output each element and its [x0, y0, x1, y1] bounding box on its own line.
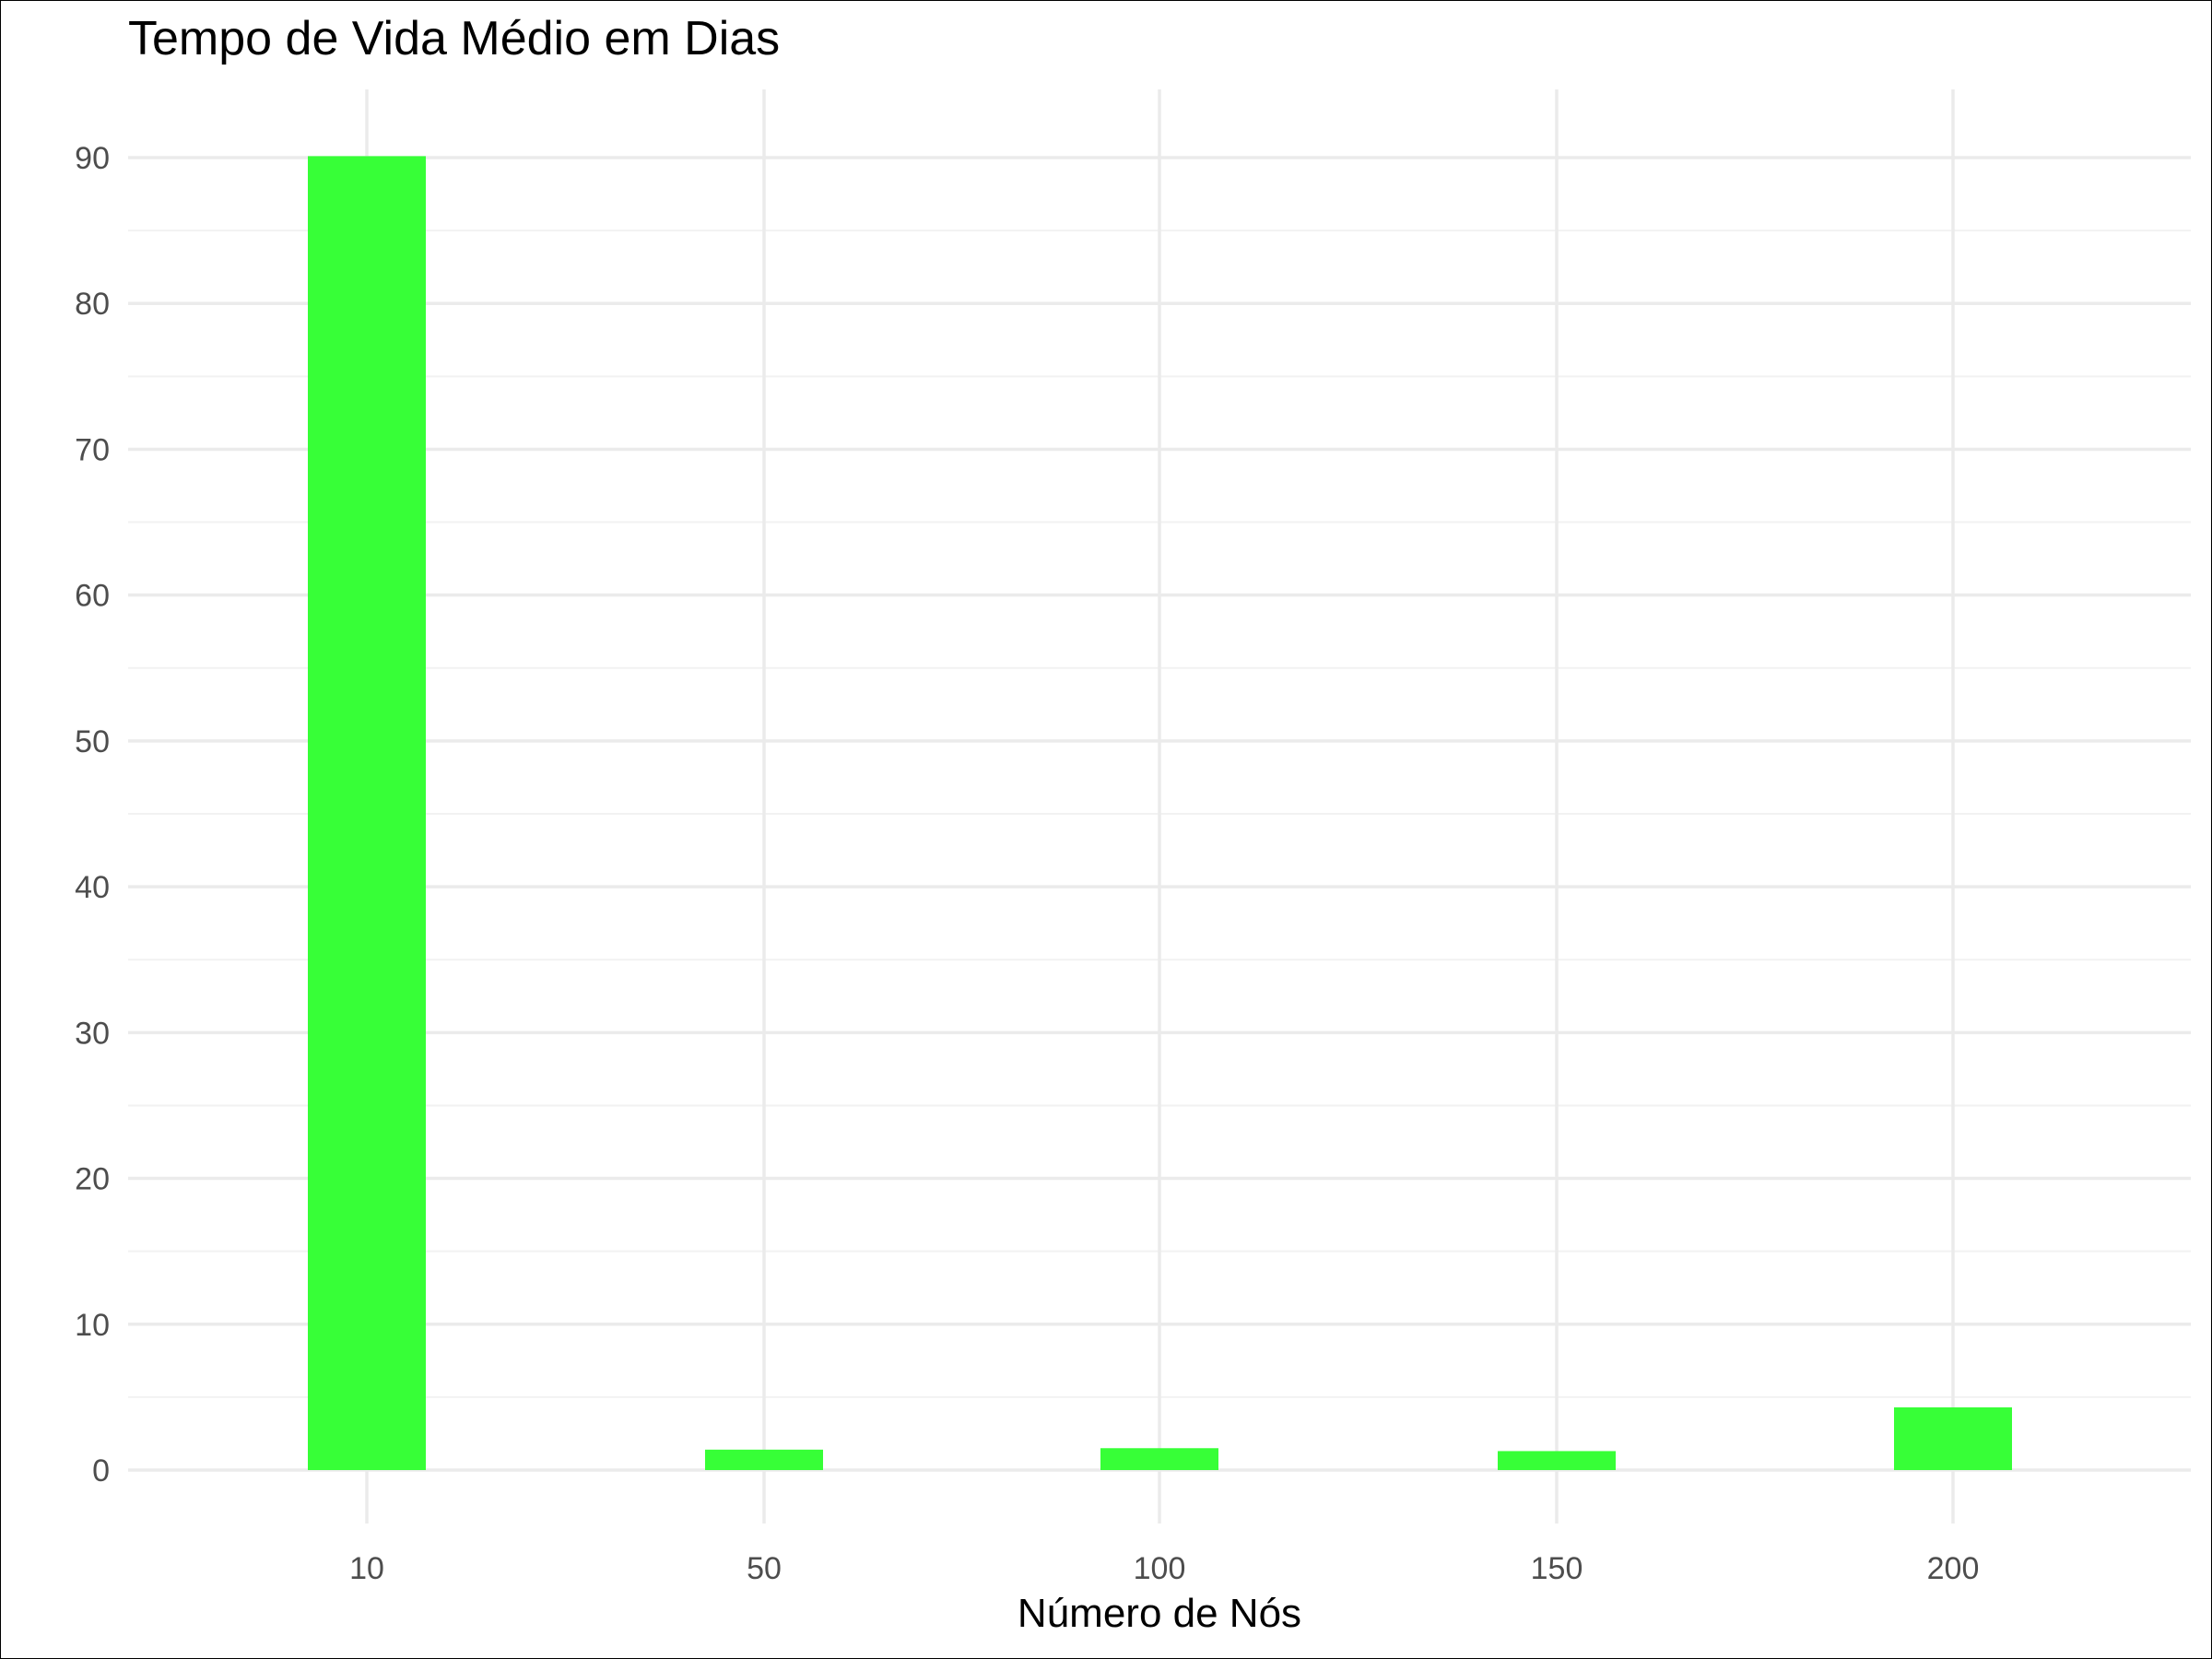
y-tick-label: 90 — [75, 141, 110, 176]
chart-title: Tempo de Vida Médio em Dias — [128, 12, 780, 65]
y-tick-label: 80 — [75, 287, 110, 322]
bar-100 — [1100, 1448, 1218, 1470]
y-tick-label: 30 — [75, 1016, 110, 1051]
bar-200 — [1894, 1406, 2012, 1470]
y-axis-ticks: 0 10 20 30 40 50 60 70 80 90 — [75, 141, 110, 1488]
x-tick-label: 200 — [1927, 1551, 1980, 1586]
bar-150 — [1498, 1451, 1616, 1470]
y-tick-label: 70 — [75, 432, 110, 467]
x-tick-label: 50 — [747, 1551, 782, 1586]
x-tick-label: 100 — [1134, 1551, 1186, 1586]
x-tick-label: 150 — [1531, 1551, 1583, 1586]
y-tick-label: 0 — [92, 1453, 110, 1488]
bar-10 — [308, 156, 426, 1471]
grid — [128, 89, 2191, 1524]
bars — [308, 156, 2012, 1471]
y-tick-label: 60 — [75, 579, 110, 614]
y-tick-label: 20 — [75, 1162, 110, 1197]
x-axis-ticks: 10 50 100 150 200 — [349, 1551, 1979, 1586]
x-tick-label: 10 — [349, 1551, 384, 1586]
y-tick-label: 40 — [75, 870, 110, 905]
bar-50 — [705, 1449, 823, 1470]
y-tick-label: 10 — [75, 1308, 110, 1343]
x-axis-title: Número de Nós — [1018, 1591, 1301, 1636]
y-tick-label: 50 — [75, 724, 110, 759]
